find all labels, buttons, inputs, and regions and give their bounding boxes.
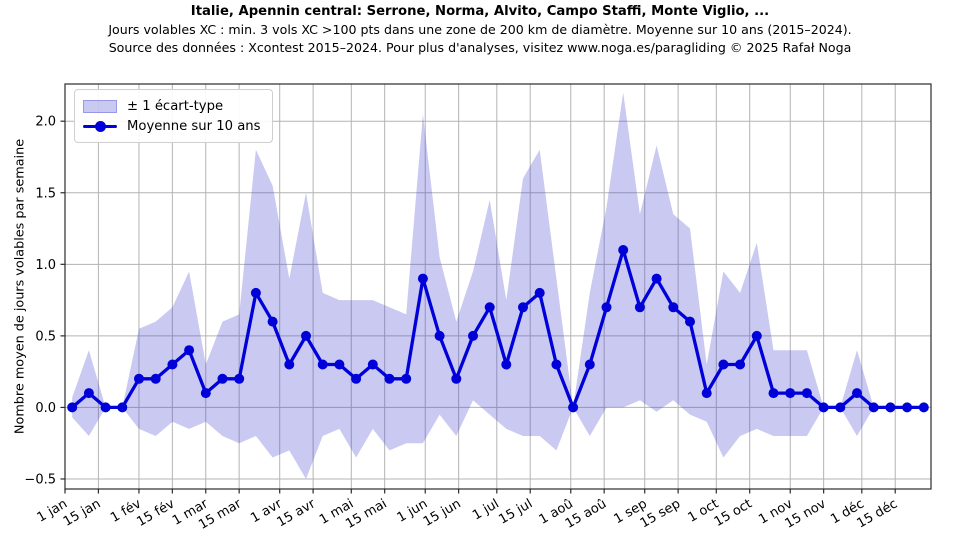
data-point-marker: [351, 373, 362, 384]
data-point-marker: [250, 287, 261, 298]
y-tick-label: −0.5: [24, 472, 56, 487]
y-tick-label: 0.5: [35, 329, 56, 344]
data-point-marker: [401, 373, 412, 384]
data-point-marker: [902, 402, 913, 413]
data-point-marker: [785, 388, 796, 399]
data-point-marker: [384, 373, 395, 384]
x-tick-label: 15 fév: [134, 496, 177, 530]
data-point-marker: [801, 388, 812, 399]
legend-band-label: ± 1 écart-type: [127, 98, 224, 114]
data-point-marker: [835, 402, 846, 413]
data-point-marker: [167, 359, 178, 370]
y-tick-label: 0.0: [35, 401, 56, 416]
chart-subtitle-line1: Jours volables XC : min. 3 vols XC >100 …: [108, 22, 852, 37]
std-band: [72, 92, 924, 479]
data-point-marker: [768, 388, 779, 399]
data-point-marker: [618, 245, 629, 255]
data-point-marker: [584, 359, 595, 370]
chart-title: Italie, Apennin central: Serrone, Norma,…: [190, 4, 770, 19]
data-point-marker: [484, 302, 495, 313]
data-point-marker: [651, 273, 662, 284]
data-point-marker: [200, 388, 211, 399]
y-tick-label: 1.0: [35, 258, 56, 273]
data-point-marker: [284, 359, 295, 370]
data-point-marker: [885, 402, 896, 413]
data-point-marker: [852, 388, 862, 399]
y-tick-label: 1.5: [35, 186, 56, 201]
x-tick-label: 15 jun: [421, 496, 464, 529]
data-point-marker: [818, 402, 829, 413]
legend-line-label: Moyenne sur 10 ans: [127, 118, 261, 134]
band-swatch-icon: [83, 99, 117, 113]
x-tick-label: 1 jul: [470, 496, 502, 523]
data-point-marker: [501, 359, 512, 370]
data-point-marker: [568, 402, 579, 413]
data-point-marker: [735, 359, 746, 370]
data-point-marker: [634, 302, 645, 313]
data-point-marker: [434, 330, 445, 341]
legend: ± 1 écart-type Moyenne sur 10 ans: [74, 89, 273, 143]
data-point-marker: [468, 330, 478, 341]
x-tick-label: 15 oct: [712, 496, 755, 529]
data-point-marker: [868, 402, 879, 413]
data-point-marker: [751, 330, 762, 341]
legend-item-band: ± 1 écart-type: [83, 96, 262, 116]
x-tick-label: 15 jul: [496, 496, 535, 527]
x-tick-label: 15 avr: [275, 496, 319, 530]
x-tick-label: 15 jan: [61, 496, 104, 529]
data-point-marker: [367, 359, 378, 370]
data-point-marker: [150, 373, 161, 384]
data-point-marker: [67, 402, 78, 413]
data-point-marker: [317, 359, 328, 370]
data-point-marker: [534, 287, 545, 298]
data-point-marker: [668, 302, 679, 313]
data-point-marker: [83, 388, 94, 399]
chart-subtitle-line2: Source des données : Xcontest 2015–2024.…: [108, 40, 852, 55]
data-point-marker: [685, 316, 695, 327]
data-point-marker: [601, 302, 612, 313]
data-point-marker: [417, 273, 428, 284]
plot-border: [64, 83, 932, 490]
data-point-marker: [217, 373, 228, 384]
data-point-marker: [334, 359, 345, 370]
data-point-marker: [718, 359, 729, 370]
legend-item-line: Moyenne sur 10 ans: [83, 116, 262, 136]
data-point-marker: [100, 402, 111, 413]
data-point-marker: [451, 373, 462, 384]
data-point-marker: [701, 388, 712, 399]
data-point-marker: [551, 359, 562, 370]
data-point-marker: [518, 302, 528, 313]
data-point-marker: [117, 402, 128, 413]
data-point-marker: [918, 402, 929, 413]
y-tick-label: 2.0: [35, 115, 56, 130]
line-marker-swatch-icon: [83, 120, 117, 133]
data-point-marker: [234, 373, 245, 384]
mean-line: [70, 248, 926, 410]
data-point-marker: [267, 316, 278, 327]
data-point-marker: [134, 373, 144, 384]
data-point-marker: [184, 345, 195, 356]
data-point-marker: [301, 330, 311, 341]
